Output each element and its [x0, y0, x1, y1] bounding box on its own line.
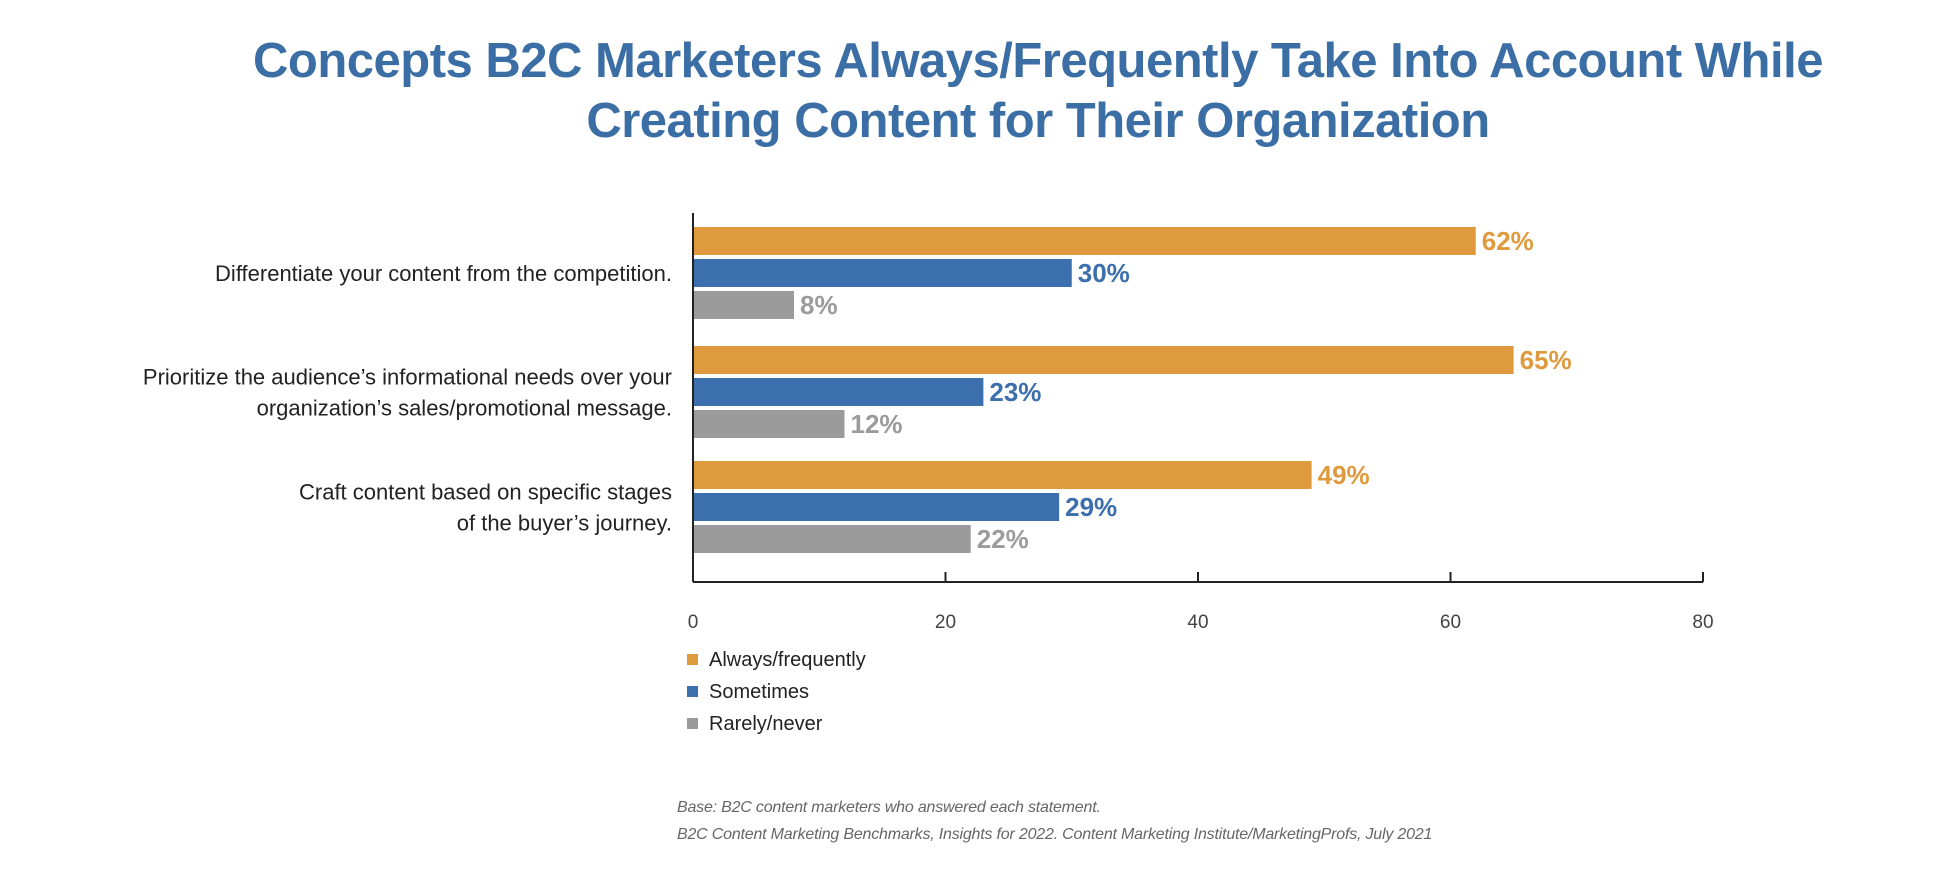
footnote-source: B2C Content Marketing Benchmarks, Insigh…	[677, 826, 1433, 843]
legend-swatch-rarely	[687, 718, 698, 729]
bar-rarely-3	[693, 525, 971, 553]
x-tick-label-60: 60	[1440, 612, 1461, 633]
category-label-line: Craft content based on specific stages	[299, 480, 672, 505]
bar-sometimes-3	[693, 493, 1060, 521]
x-tick-label-20: 20	[935, 612, 956, 633]
x-tick-label-40: 40	[1187, 612, 1208, 633]
category-label-line: Prioritize the audience’s informational …	[143, 365, 672, 390]
value-label-sometimes-1: 30%	[1078, 258, 1130, 288]
bar-always-2	[693, 346, 1514, 374]
bar-rarely-1	[693, 291, 794, 319]
category-label-3: Craft content based on specific stages of…	[299, 480, 672, 536]
bar-sometimes-1	[693, 259, 1072, 287]
legend-label-always: Always/frequently	[709, 649, 866, 671]
legend-label-sometimes: Sometimes	[709, 681, 809, 703]
value-label-rarely-2: 12%	[851, 409, 903, 439]
legend-swatch-sometimes	[687, 686, 698, 697]
category-label-1: Differentiate your content from the comp…	[215, 261, 672, 286]
value-label-always-1: 62%	[1482, 226, 1534, 256]
chart-title-line-1: Concepts B2C Marketers Always/Frequently…	[253, 34, 1823, 88]
bar-rarely-2	[693, 410, 845, 438]
value-label-always-3: 49%	[1318, 460, 1370, 490]
bar-always-3	[693, 461, 1312, 489]
legend-label-rarely: Rarely/never	[709, 713, 823, 735]
value-label-always-2: 65%	[1520, 345, 1572, 375]
bar-sometimes-2	[693, 378, 984, 406]
chart-title-line-2: Creating Content for Their Organization	[586, 94, 1490, 148]
value-label-rarely-3: 22%	[977, 524, 1029, 554]
x-tick-label-80: 80	[1692, 612, 1713, 633]
bar-always-1	[693, 227, 1476, 255]
category-label-line: organization’s sales/promotional message…	[257, 396, 672, 421]
legend-swatch-always	[687, 654, 698, 665]
category-label-2: Prioritize the audience’s informational …	[143, 365, 672, 421]
value-label-rarely-1: 8%	[800, 290, 838, 320]
value-label-sometimes-2: 23%	[989, 377, 1041, 407]
category-label-line: Differentiate your content from the comp…	[215, 261, 672, 286]
category-label-line: of the buyer’s journey.	[457, 511, 672, 536]
footnote-base: Base: B2C content marketers who answered…	[677, 799, 1101, 816]
x-tick-label-0: 0	[688, 612, 699, 633]
value-label-sometimes-3: 29%	[1065, 492, 1117, 522]
